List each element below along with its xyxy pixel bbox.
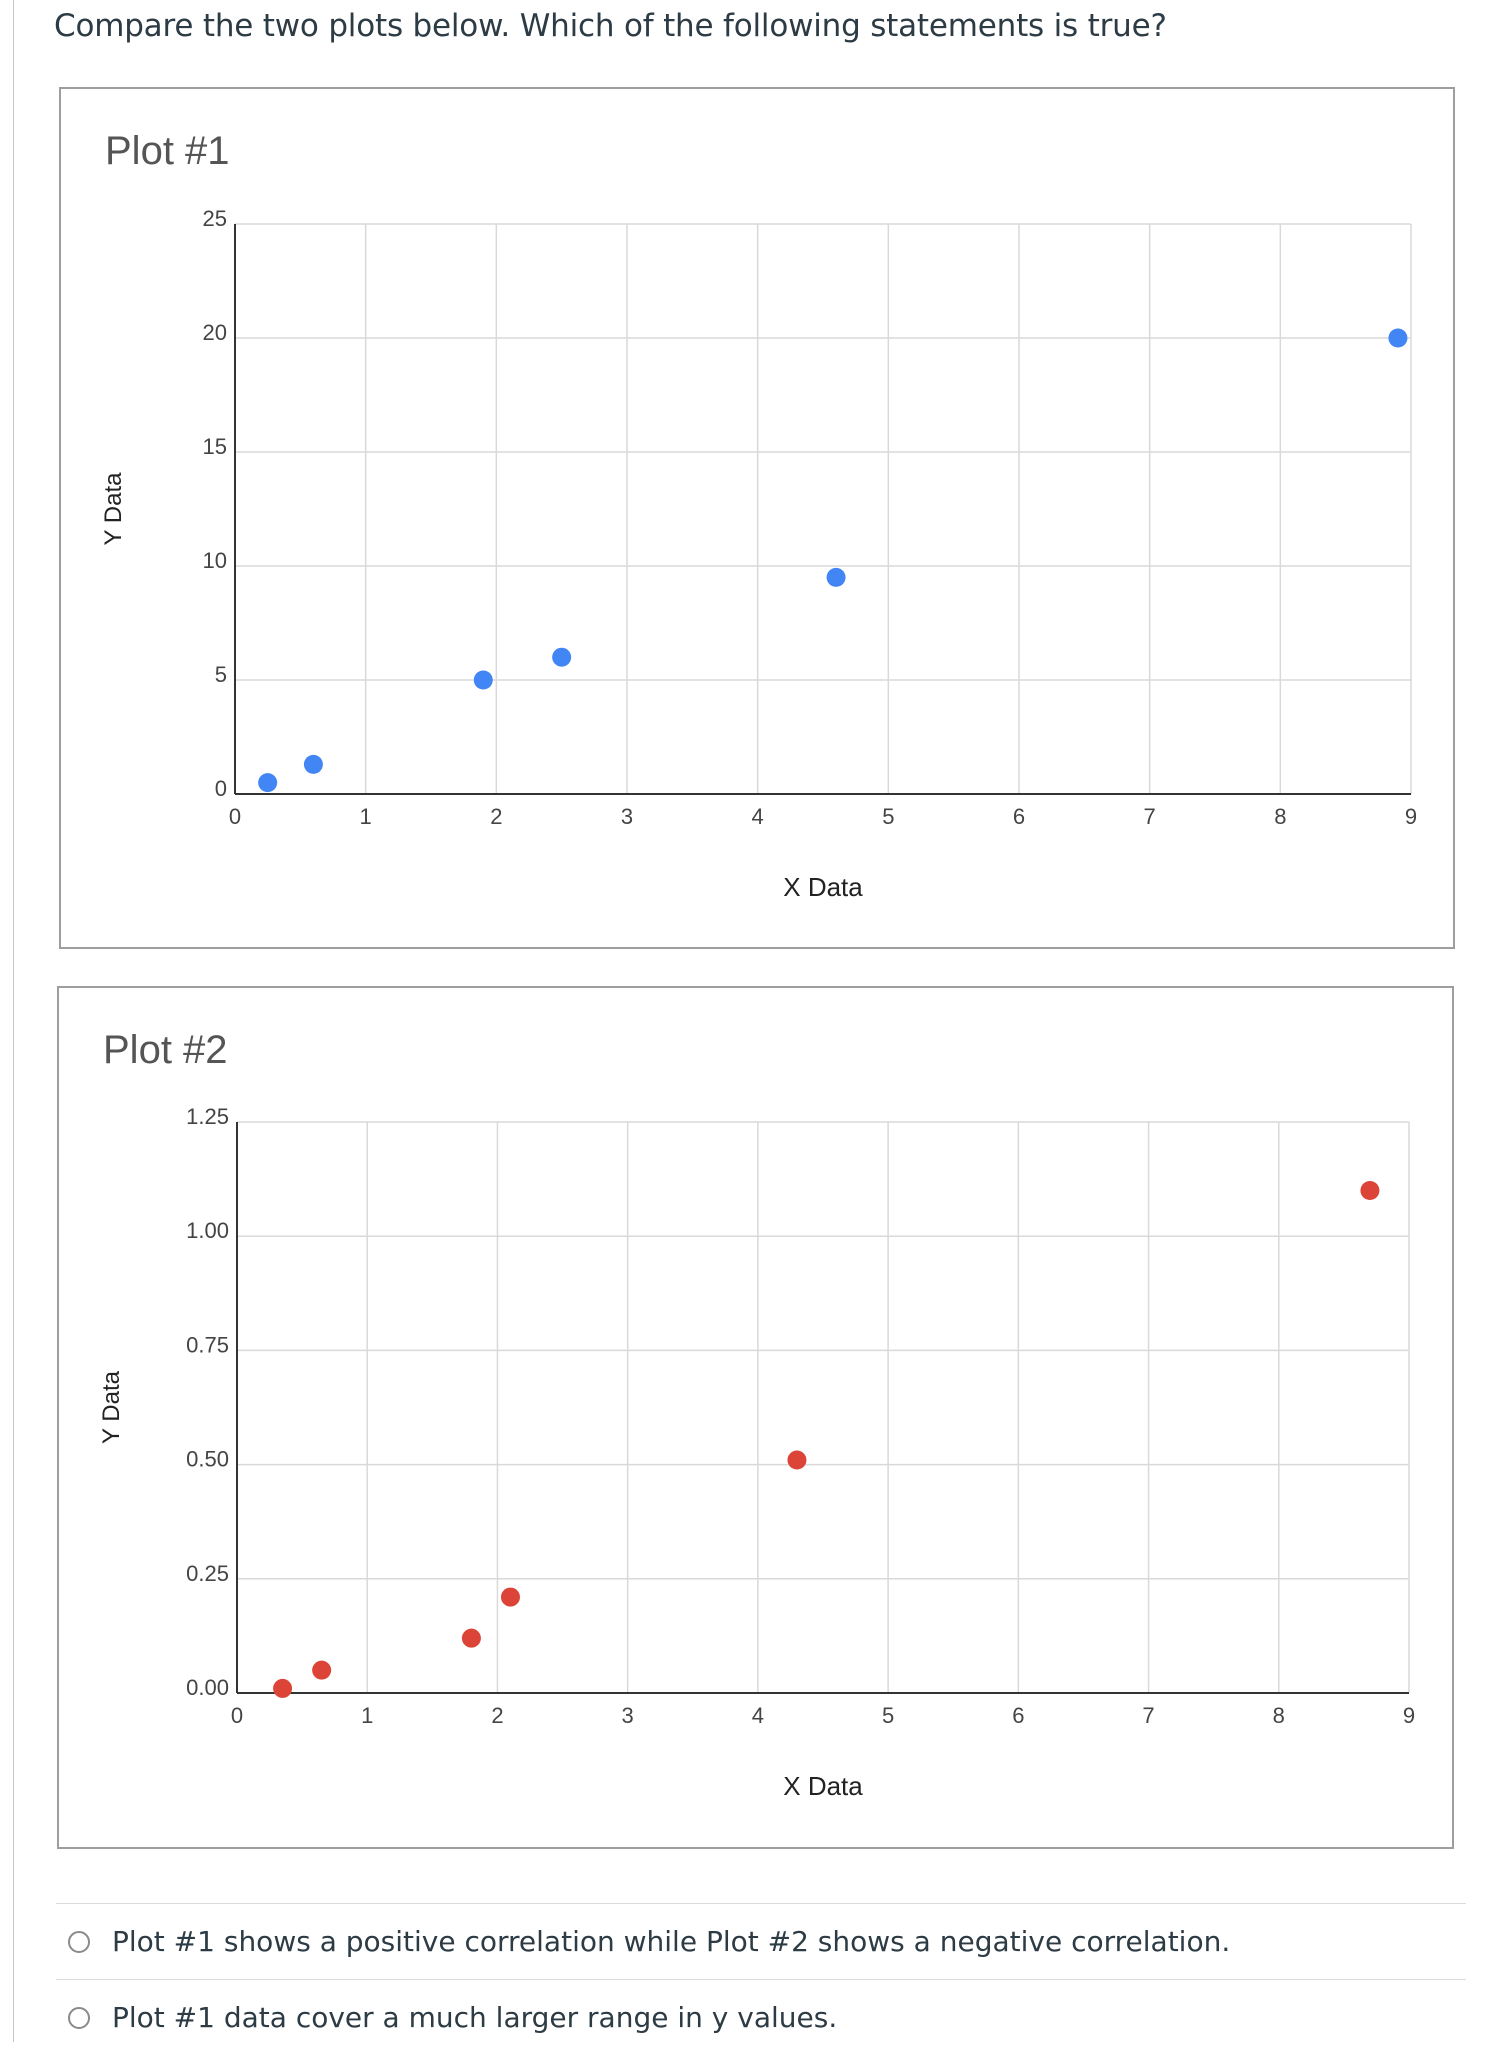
answer-option-2[interactable]: Plot #1 data cover a much larger range i… — [56, 1979, 1466, 2055]
plot-1-y-tick-label: 25 — [203, 206, 227, 231]
plot-1-x-tick-label: 3 — [621, 804, 633, 829]
plot-2-y-tick-label: 1.00 — [186, 1218, 229, 1243]
plot-1-x-tick-label: 8 — [1274, 804, 1286, 829]
plot-1-y-tick-label: 15 — [203, 434, 227, 459]
answer-option-2-label: Plot #1 data cover a much larger range i… — [112, 2001, 838, 2034]
plot-1-x-tick-label: 7 — [1144, 804, 1156, 829]
plot-2-data-point-1 — [273, 1678, 293, 1698]
answer-options: Plot #1 shows a positive correlation whi… — [56, 1903, 1466, 2055]
plot-2-x-tick-label: 5 — [882, 1703, 894, 1728]
plot-1-data-point-3 — [473, 670, 493, 690]
plot-1-y-tick-label: 0 — [215, 776, 227, 801]
plot-2-data-point-6 — [1360, 1181, 1380, 1201]
plot-2-data-point-4 — [500, 1587, 520, 1607]
plot-2-data-point-5 — [787, 1450, 807, 1470]
plot-1-chart: Plot #1 0 1 2 3 4 5 6 7 8 9 0 5 10 15 20 25 X Data Y Data — [59, 87, 1455, 949]
plot-1-data-point-1 — [258, 773, 278, 793]
question-text: Compare the two plots below. Which of th… — [54, 8, 1167, 44]
plot-2-x-tick-label: 1 — [361, 1703, 373, 1728]
plot-1-x-tick-label: 1 — [360, 804, 372, 829]
plot-1-title: Plot #1 — [105, 129, 230, 173]
plot-1-svg: 0 1 2 3 4 5 6 7 8 9 0 5 10 15 20 25 X Data Y Data — [100, 206, 1417, 902]
plot-1-x-tick-label: 2 — [490, 804, 502, 829]
plot-1-x-tick-label: 4 — [752, 804, 764, 829]
plot-2-data-point-2 — [312, 1660, 332, 1680]
plot-2-y-axis-title: Y Data — [98, 1370, 125, 1444]
page-left-border — [13, 0, 14, 2042]
plot-2-y-tick-label: 0.00 — [186, 1675, 229, 1700]
plot-2-data-point-3 — [461, 1628, 481, 1648]
plot-1-data-point-4 — [552, 647, 572, 667]
plot-2-x-tick-label: 7 — [1142, 1703, 1154, 1728]
answer-option-1-label: Plot #1 shows a positive correlation whi… — [112, 1925, 1231, 1958]
radio-button-2[interactable] — [68, 2006, 90, 2029]
plot-1-data-point-2 — [303, 754, 323, 774]
plot-2-y-tick-label: 0.50 — [186, 1447, 229, 1472]
plot-1-y-tick-label: 5 — [215, 662, 227, 687]
plot-2-x-tick-label: 6 — [1012, 1703, 1024, 1728]
plot-2-x-tick-label: 4 — [752, 1703, 764, 1728]
answer-option-1[interactable]: Plot #1 shows a positive correlation whi… — [56, 1903, 1466, 1979]
plot-2-y-tick-label: 0.25 — [186, 1561, 229, 1586]
plot-2-svg: 0 1 2 3 4 5 6 7 8 9 0.00 0.25 0.50 0.75 1.00 1.25 X Data… — [98, 1104, 1415, 1801]
plot-2-x-tick-label: 2 — [491, 1703, 503, 1728]
plot-2-x-axis-title: X Data — [783, 1771, 863, 1801]
plot-1-y-tick-label: 20 — [203, 320, 227, 345]
plot-1-data-point-6 — [1388, 328, 1408, 348]
plot-2-x-tick-label: 9 — [1403, 1703, 1415, 1728]
plot-2-x-tick-label: 3 — [622, 1703, 634, 1728]
plot-1-x-tick-label: 9 — [1405, 804, 1417, 829]
plot-1-x-tick-label: 0 — [229, 804, 241, 829]
plot-1-x-tick-label: 6 — [1013, 804, 1025, 829]
plot-2-y-tick-label: 1.25 — [186, 1104, 229, 1129]
plot-1-y-axis-title: Y Data — [100, 472, 127, 546]
plot-2-y-tick-label: 0.75 — [186, 1332, 229, 1357]
plot-1-x-tick-label: 5 — [882, 804, 894, 829]
radio-button-1[interactable] — [68, 1930, 90, 1953]
plot-1-x-axis-title: X Data — [783, 872, 863, 902]
plot-2-title: Plot #2 — [103, 1028, 228, 1072]
plot-2-x-tick-label: 8 — [1273, 1703, 1285, 1728]
plot-1-data-point-5 — [826, 567, 846, 587]
plot-1-y-tick-label: 10 — [203, 548, 227, 573]
plot-2-chart: Plot #2 0 1 2 3 4 5 6 7 8 9 0.00 0.25 0.50 0.75 1.00 1.… — [57, 986, 1454, 1849]
plot-2-x-tick-label: 0 — [231, 1703, 243, 1728]
